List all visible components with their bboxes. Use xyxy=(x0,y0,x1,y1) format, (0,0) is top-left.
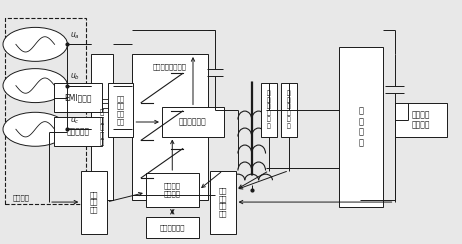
Bar xyxy=(146,173,199,207)
Text: $u_b$: $u_b$ xyxy=(70,72,80,82)
Bar xyxy=(210,171,236,234)
Text: 过零比较器: 过零比较器 xyxy=(66,127,90,136)
Bar xyxy=(132,54,208,200)
Text: 第
一
滤
波
器: 第 一 滤 波 器 xyxy=(99,108,104,145)
Text: 相位
检测
单元: 相位 检测 单元 xyxy=(90,191,98,213)
Text: 时序生成单元: 时序生成单元 xyxy=(159,224,185,231)
Bar xyxy=(81,171,107,234)
Circle shape xyxy=(3,69,67,102)
Bar xyxy=(261,83,277,137)
Bar xyxy=(339,47,383,207)
Bar xyxy=(54,117,102,146)
Text: 过
流
检
测
单
元: 过 流 检 测 单 元 xyxy=(287,91,291,129)
Bar xyxy=(91,54,113,200)
Text: 开关状态
控制单元: 开关状态 控制单元 xyxy=(164,183,181,197)
Text: $u_a$: $u_a$ xyxy=(70,31,79,41)
Bar xyxy=(162,107,224,137)
Text: 双向功率开关单元: 双向功率开关单元 xyxy=(153,64,187,70)
Circle shape xyxy=(3,27,67,61)
Text: 触发驱动电路: 触发驱动电路 xyxy=(179,118,207,126)
Text: 过
流
检
测
单
元: 过 流 检 测 单 元 xyxy=(267,91,271,129)
Circle shape xyxy=(3,112,67,146)
Text: EMI滤波器: EMI滤波器 xyxy=(64,93,91,102)
Bar xyxy=(146,217,199,238)
Text: 三相电源: 三相电源 xyxy=(12,195,29,201)
Text: 控制
参数
计界
单元: 控制 参数 计界 单元 xyxy=(219,187,227,217)
Bar xyxy=(281,83,297,137)
Text: 负载电压
采集电路: 负载电压 采集电路 xyxy=(412,110,430,129)
Text: 高
压
堆
硅: 高 压 堆 硅 xyxy=(359,107,364,147)
Bar xyxy=(54,83,102,112)
Bar xyxy=(108,83,134,137)
Text: $u_c$: $u_c$ xyxy=(70,116,79,126)
Text: 电网
故障
检测
单元: 电网 故障 检测 单元 xyxy=(117,95,125,125)
Bar xyxy=(395,102,448,137)
